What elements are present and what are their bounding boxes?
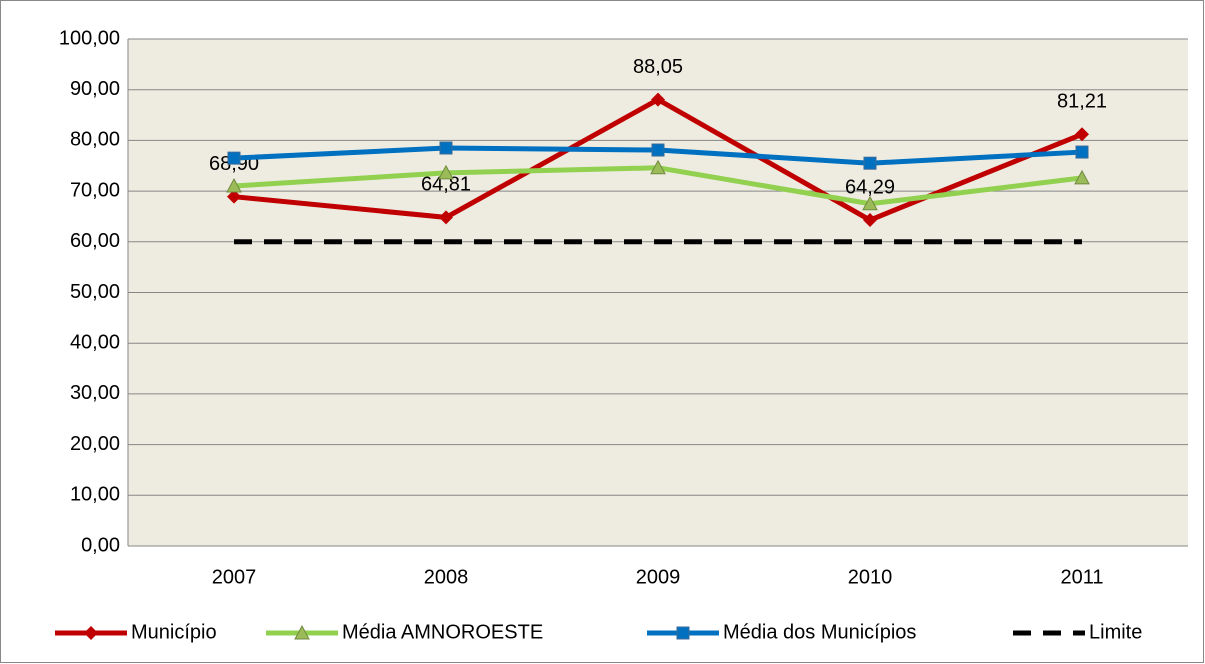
legend-label: Média dos Municípios [723,621,916,643]
marker [227,151,241,165]
data-label: 64,29 [845,176,895,198]
legend-item: Média dos Municípios [647,621,916,643]
y-tick-label: 20,00 [70,433,120,455]
y-tick-label: 40,00 [70,331,120,353]
y-tick-label: 70,00 [70,179,120,201]
marker [84,626,98,640]
y-tick-label: 0,00 [81,534,120,556]
marker [439,141,453,155]
legend-item: Município [55,621,217,643]
legend-label: Média AMNOROESTE [342,621,543,643]
marker [226,177,242,193]
marker [651,143,665,157]
legend-label: Município [131,621,217,643]
x-tick-label: 2011 [1060,566,1103,588]
marker [863,213,877,228]
y-tick-label: 100,00 [59,27,120,49]
marker [862,195,878,211]
marker [1074,169,1090,185]
y-tick-label: 30,00 [70,382,120,404]
marker [651,92,665,107]
data-label: 81,21 [1057,91,1107,113]
y-tick-label: 50,00 [70,281,120,303]
marker [1075,127,1089,142]
marker [676,626,690,640]
marker [863,156,877,170]
x-tick-label: 2009 [636,566,681,588]
legend-label: Limite [1089,621,1142,643]
x-tick-label: 2008 [424,566,469,588]
y-tick-label: 80,00 [70,129,120,151]
data-label: 64,81 [421,174,471,196]
x-tick-label: 2007 [212,566,257,588]
x-tick-label: 2010 [848,566,893,588]
y-tick-label: 10,00 [70,484,120,506]
marker [439,210,453,225]
y-tick-label: 60,00 [70,230,120,252]
marker [294,624,310,640]
marker [1075,145,1089,159]
marker [227,189,241,204]
legend-item: Limite [1013,621,1142,643]
y-tick-label: 90,00 [70,78,120,100]
data-label: 88,05 [633,56,683,78]
marker [438,164,454,180]
legend-item: Média AMNOROESTE [266,621,543,643]
marker [650,159,666,175]
